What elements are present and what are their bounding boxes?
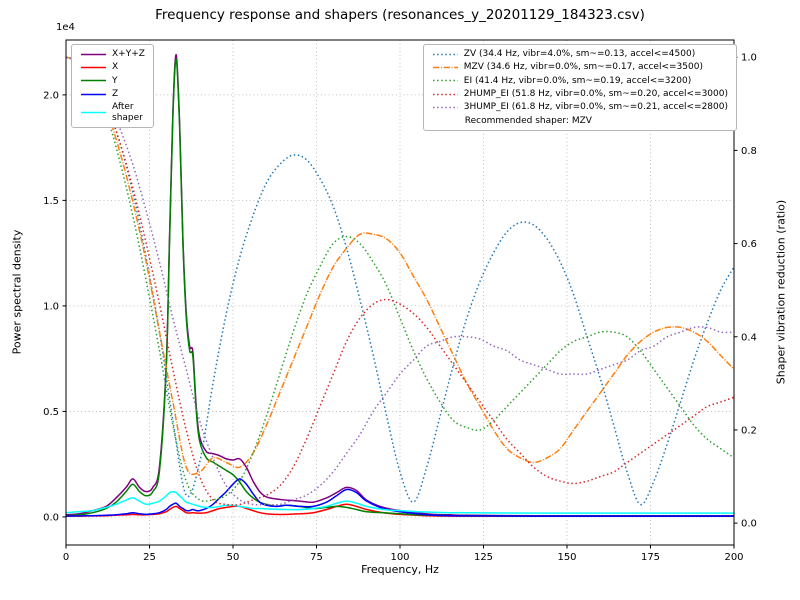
right-y-tick-label: 1.0	[741, 53, 757, 64]
legend-item: 3HUMP_EI (61.8 Hz, vibr=0.0%, sm~=0.21, …	[432, 102, 728, 112]
legend-swatch-line	[432, 80, 458, 82]
ticks: 0 25 50 75 100 125 150 175 200 0.0 0.5 1.0 1.5 2.0 0.0…	[43, 53, 757, 563]
legend-swatch-line	[81, 111, 106, 114]
shaper-series-line	[66, 56, 734, 506]
right-y-tick-label: 0.4	[741, 332, 757, 343]
legend-item: EI (41.4 Hz, vibr=0.0%, sm~=0.19, accel<…	[432, 76, 728, 86]
left-y-axis-label: Power spectral density	[10, 229, 24, 355]
psd-legend: X+Y+Z X Y Z After shaper	[71, 44, 154, 129]
shaper-series-line	[66, 56, 734, 506]
legend-swatch-line	[432, 106, 458, 109]
right-y-tick-label: 0.0	[741, 519, 757, 530]
legend-swatch-line	[81, 93, 106, 95]
shaper-series-line	[66, 56, 734, 476]
legend-item: ZV (34.4 Hz, vibr=4.0%, sm~=0.13, accel<…	[432, 49, 728, 59]
legend-label: 3HUMP_EI (61.8 Hz, vibr=0.0%, sm~=0.21, …	[463, 102, 728, 113]
grid	[65, 40, 735, 545]
right-y-tick-label: 0.2	[741, 425, 757, 436]
x-tick-label: 50	[227, 552, 240, 563]
legend-swatch-line	[432, 53, 458, 55]
x-tick-label: 25	[143, 552, 156, 563]
x-axis-label: Frequency, Hz	[361, 563, 439, 576]
legend-swatch-line	[432, 66, 458, 69]
legend-label: ZV (34.4 Hz, vibr=4.0%, sm~=0.13, accel<…	[463, 49, 696, 59]
x-tick-label: 0	[63, 552, 69, 563]
legend-item: After shaper	[80, 102, 145, 123]
legend-label: MZV (34.6 Hz, vibr=0.0%, sm~=0.17, accel…	[463, 62, 703, 73]
left-y-tick-label: 1.0	[43, 301, 59, 312]
legend-item: X	[80, 62, 145, 72]
legend-item: 2HUMP_EI (51.8 Hz, vibr=0.0%, sm~=0.20, …	[432, 89, 728, 99]
x-tick-label: 175	[641, 552, 660, 563]
right-y-tick-label: 0.8	[741, 146, 757, 157]
x-tick-label: 150	[557, 552, 576, 563]
right-y-axis-label: Shaper vibration reduction (ratio)	[774, 199, 788, 385]
x-tick-label: 100	[390, 552, 409, 563]
legend-item: Y	[80, 76, 145, 86]
legend-label: EI (41.4 Hz, vibr=0.0%, sm~=0.19, accel<…	[463, 75, 692, 86]
legend-label: Z	[112, 89, 119, 100]
axis-offset-text: 1e4	[56, 22, 75, 33]
legend-swatch-line	[81, 66, 106, 69]
legend-swatch-line	[432, 93, 458, 95]
legend-item: Z	[80, 89, 145, 99]
left-y-tick-label: 2.0	[43, 90, 59, 101]
left-y-tick-label: 0.0	[43, 512, 59, 523]
psd-series-line	[66, 490, 734, 514]
shaper-series-line	[66, 56, 734, 503]
legend-item: MZV (34.6 Hz, vibr=0.0%, sm~=0.17, accel…	[432, 62, 728, 72]
legend-label: 2HUMP_EI (51.8 Hz, vibr=0.0%, sm~=0.20, …	[463, 89, 728, 100]
left-y-tick-label: 1.5	[43, 196, 59, 207]
x-tick-label: 125	[474, 552, 493, 563]
legend-label: After shaper	[112, 102, 143, 123]
psd-series-line	[66, 58, 734, 517]
psd-series-line	[66, 478, 734, 517]
right-y-tick-label: 0.6	[741, 239, 757, 250]
x-tick-label: 200	[724, 552, 743, 563]
series-group	[66, 54, 734, 518]
shaper-legend: ZV (34.4 Hz, vibr=4.0%, sm~=0.13, accel<…	[422, 44, 737, 132]
chart-title: Frequency response and shapers (resonanc…	[155, 7, 645, 23]
legend-swatch-line	[81, 80, 106, 82]
recommended-shaper-note: Recommended shaper: MZV	[464, 115, 592, 126]
legend-label: X+Y+Z	[112, 49, 145, 59]
legend-swatch-line	[81, 53, 106, 55]
left-y-tick-label: 0.5	[43, 407, 59, 418]
x-tick-label: 75	[310, 552, 323, 563]
legend-label: X	[112, 62, 119, 73]
legend-label: Y	[112, 75, 118, 86]
legend-item: X+Y+Z	[80, 49, 145, 59]
